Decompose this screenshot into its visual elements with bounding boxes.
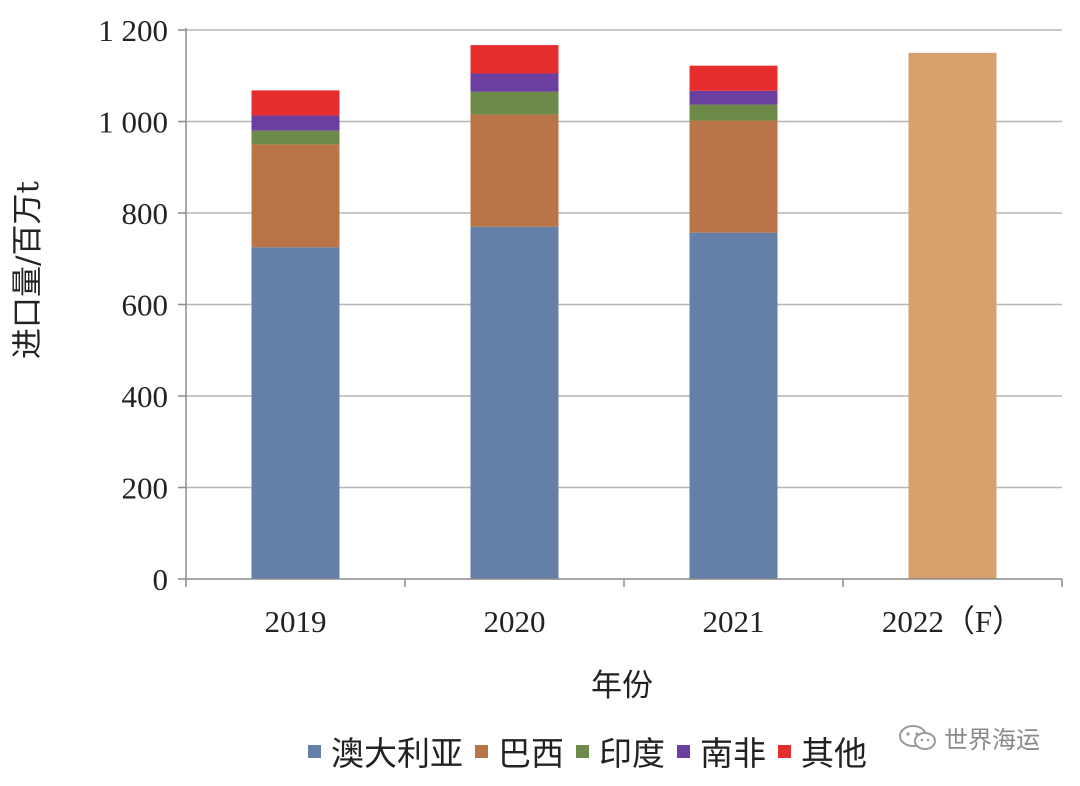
bar-segment-0-2 (251, 130, 340, 145)
bar-segment-1-0 (470, 226, 559, 579)
legend-label: 印度 (599, 734, 665, 773)
bar-segment-2-0 (689, 232, 778, 580)
legend-item: 印度 (576, 727, 665, 775)
legend-swatch (475, 744, 488, 758)
bar-segment-0-4 (251, 90, 340, 116)
legend-label: 澳大利亚 (331, 734, 463, 773)
watermark: 世界海运 (898, 720, 1040, 755)
bar-segment-0-1 (251, 144, 340, 248)
bar-segment-1-1 (470, 114, 559, 227)
bar-segment-2-4 (689, 65, 778, 91)
y-tick-label: 0 (153, 562, 169, 597)
legend-label: 其他 (801, 734, 867, 773)
legend-swatch (677, 744, 690, 758)
axes: 0 200 400 600 800 1 000 1 200 2019 2020 2021 2022（… (98, 13, 1063, 639)
bars (251, 45, 997, 580)
legend-swatch (308, 744, 321, 758)
legend-item: 巴西 (475, 727, 564, 775)
bar-segment-2-1 (689, 120, 778, 233)
bar-segment-1-2 (470, 91, 559, 115)
bar-segment-2-3 (689, 90, 778, 105)
y-tick-label: 600 (122, 288, 169, 323)
legend: 澳大利亚 巴西 印度 南非 其他 (308, 726, 879, 776)
legend-item: 南非 (677, 727, 766, 775)
legend-swatch (778, 744, 791, 758)
watermark-text: 世界海运 (944, 726, 1040, 754)
legend-label: 南非 (700, 734, 766, 773)
y-tick-label: 1 200 (98, 13, 168, 48)
bar-segment-0-0 (251, 247, 340, 579)
legend-swatch (576, 744, 589, 758)
bar-segment-1-4 (470, 45, 559, 74)
bar-segment-2-2 (689, 104, 778, 121)
wechat-icon (899, 724, 936, 750)
x-tick-label: 2021 (703, 604, 765, 639)
x-tick-label: 2019 (265, 604, 327, 639)
legend-item: 其他 (778, 727, 867, 775)
legend-label: 巴西 (498, 734, 564, 773)
y-tick-label: 800 (122, 196, 169, 231)
x-tick-label: 2022（F） (882, 604, 1023, 639)
bar-segment-0-3 (251, 115, 340, 131)
y-tick-label: 400 (122, 379, 169, 414)
x-axis-title: 年份 (591, 668, 653, 704)
x-tick-label: 2020 (484, 604, 546, 639)
y-tick-label: 1 000 (98, 105, 168, 140)
bar-forecast-3 (908, 52, 997, 579)
y-tick-label: 200 (122, 471, 169, 506)
y-axis-title: 进口量/百万t (10, 181, 46, 359)
legend-item: 澳大利亚 (308, 727, 463, 775)
bar-segment-1-3 (470, 73, 559, 92)
